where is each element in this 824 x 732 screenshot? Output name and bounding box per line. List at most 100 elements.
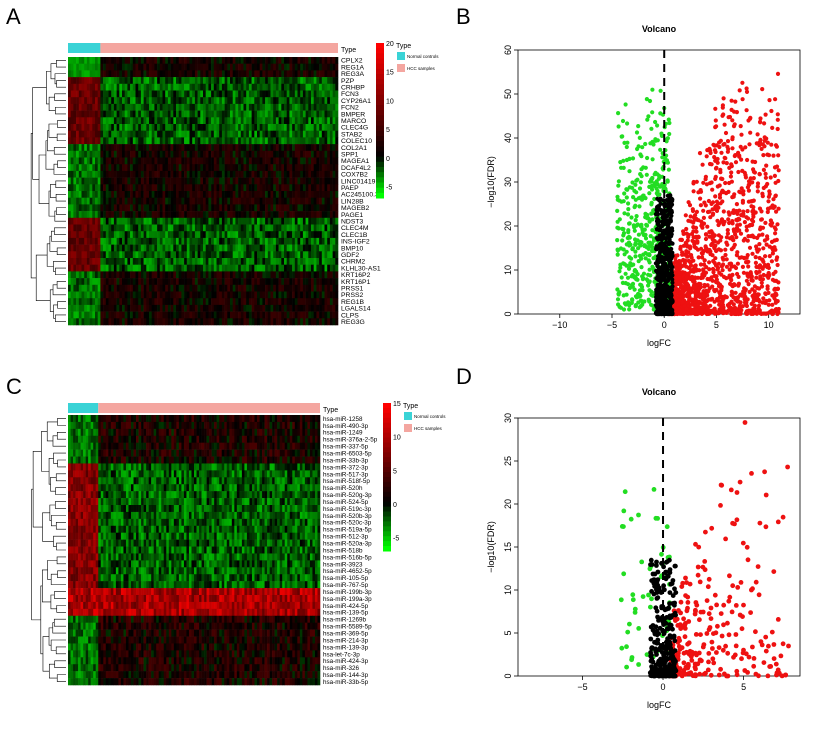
heatmap-cell: [308, 298, 312, 306]
heatmap-cell: [165, 271, 169, 279]
heatmap-cell: [127, 191, 131, 198]
heatmap-cell: [321, 124, 325, 131]
heatmap-cell: [251, 271, 255, 279]
heatmap-cell: [95, 251, 98, 259]
heatmap-cell: [192, 278, 196, 286]
heatmap-cell: [208, 83, 212, 91]
heatmap-cell: [308, 157, 312, 165]
heatmap-cell: [281, 304, 285, 312]
heatmap-cell: [113, 304, 117, 312]
heatmap-cell: [284, 144, 287, 152]
heatmap-cell: [178, 304, 182, 312]
heatmap-cell: [159, 184, 163, 192]
heatmap-cell: [243, 144, 247, 152]
heatmap-cell: [302, 184, 306, 192]
heatmap-cell: [105, 63, 109, 71]
heatmap-cell: [213, 97, 217, 105]
heatmap-cell: [232, 251, 236, 259]
heatmap-cell: [95, 217, 98, 225]
heatmap-cell: [113, 284, 117, 292]
heatmap-cell: [70, 57, 74, 64]
heatmap-cell: [208, 244, 212, 252]
heatmap-cell: [86, 191, 90, 198]
heatmap-cell: [159, 318, 163, 326]
heatmap-cell: [335, 63, 339, 71]
heatmap-cell: [108, 124, 112, 131]
heatmap-cell: [259, 70, 263, 78]
heatmap-cell: [130, 177, 134, 185]
heatmap-cell: [78, 137, 82, 145]
heatmap-cell: [300, 211, 304, 219]
heatmap-cell: [146, 211, 150, 219]
heatmap-cell: [232, 298, 236, 306]
heatmap-cell: [321, 97, 325, 105]
heatmap-cell: [122, 197, 125, 205]
heatmap-cell: [73, 110, 77, 118]
heatmap-cell: [76, 258, 80, 265]
heatmap-cell: [265, 77, 269, 85]
heatmap-cell: [81, 157, 85, 165]
heatmap-cell: [257, 278, 260, 286]
data-point: [742, 293, 747, 299]
heatmap-cell: [149, 224, 152, 232]
heatmap-cell: [89, 164, 93, 172]
heatmap-cell: [254, 63, 258, 71]
heatmap-cell: [213, 258, 217, 265]
heatmap-cell: [103, 157, 107, 165]
heatmap-cell: [243, 217, 247, 225]
heatmap-cell: [335, 137, 339, 145]
heatmap-cell: [70, 251, 74, 259]
heatmap-cell: [130, 130, 134, 138]
heatmap-cell: [273, 157, 277, 165]
row-label: CRHBP: [341, 84, 365, 91]
heatmap-cell: [89, 278, 93, 286]
heatmap-cell: [259, 298, 263, 306]
heatmap-cell: [151, 90, 155, 98]
heatmap-cell: [186, 278, 190, 286]
heatmap-cell: [327, 271, 331, 279]
heatmap-cell: [273, 191, 277, 198]
heatmap-cell: [243, 264, 247, 272]
heatmap-cell: [224, 224, 228, 232]
heatmap-cell: [251, 137, 255, 145]
heatmap-cell: [240, 224, 244, 232]
heatmap-cell: [167, 90, 171, 98]
heatmap-cell: [213, 244, 217, 252]
heatmap-cell: [289, 237, 293, 245]
heatmap-cell: [335, 244, 339, 252]
heatmap-cell: [208, 197, 212, 205]
heatmap-cell: [68, 63, 71, 71]
data-point: [744, 278, 749, 283]
heatmap-cell: [205, 231, 209, 239]
heatmap-cell: [192, 137, 196, 145]
heatmap-cell: [273, 244, 277, 252]
heatmap-cell: [194, 224, 198, 232]
heatmap-cell: [311, 130, 314, 138]
heatmap-cell: [275, 63, 279, 71]
heatmap-cell: [224, 110, 228, 118]
heatmap-cell: [170, 204, 174, 212]
heatmap-cell: [116, 271, 120, 279]
heatmap-cell: [143, 144, 147, 152]
heatmap-cell: [200, 170, 204, 178]
heatmap-cell: [324, 150, 328, 158]
heatmap-cell: [224, 197, 228, 205]
heatmap-cell: [178, 258, 182, 265]
heatmap-cell: [197, 97, 201, 105]
heatmap-cell: [238, 251, 242, 259]
heatmap-cell: [111, 304, 115, 312]
heatmap-cell: [86, 110, 90, 118]
heatmap-cell: [135, 318, 139, 326]
heatmap-cell: [235, 191, 239, 198]
heatmap-cell: [76, 110, 80, 118]
heatmap-cell: [300, 157, 304, 165]
heatmap-cell: [68, 130, 71, 138]
heatmap-cell: [292, 211, 296, 219]
heatmap-cell: [221, 197, 225, 205]
heatmap-cell: [127, 318, 131, 326]
heatmap-cell: [302, 103, 306, 111]
heatmap-cell: [116, 137, 120, 145]
heatmap-cell: [184, 318, 188, 326]
heatmap-cell: [78, 144, 82, 152]
heatmap-cell: [292, 278, 296, 286]
